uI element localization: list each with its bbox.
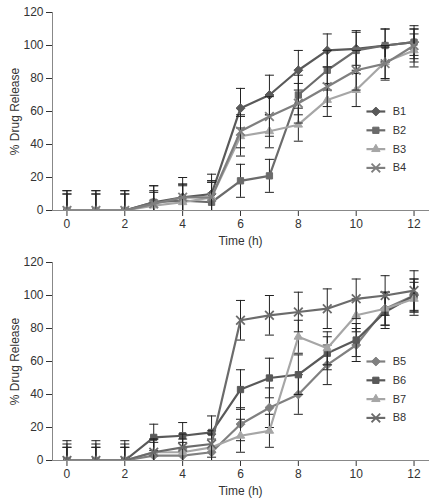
svg-text:40: 40 [30, 137, 44, 151]
svg-text:4: 4 [179, 217, 186, 231]
svg-text:0: 0 [64, 217, 71, 231]
svg-text:% Drug Release: % Drug Release [8, 317, 22, 405]
svg-text:80: 80 [30, 71, 44, 85]
svg-text:8: 8 [295, 217, 302, 231]
svg-text:12: 12 [407, 467, 421, 481]
svg-text:10: 10 [350, 467, 364, 481]
svg-text:40: 40 [30, 387, 44, 401]
svg-text:Time (h): Time (h) [218, 484, 262, 498]
svg-text:120: 120 [23, 255, 43, 269]
svg-text:4: 4 [179, 467, 186, 481]
svg-text:60: 60 [30, 354, 44, 368]
svg-text:6: 6 [237, 217, 244, 231]
svg-text:0: 0 [37, 203, 44, 217]
svg-text:B6: B6 [393, 374, 406, 386]
svg-text:0: 0 [37, 453, 44, 467]
svg-text:B3: B3 [393, 143, 406, 155]
svg-text:20: 20 [30, 420, 44, 434]
svg-text:12: 12 [407, 217, 421, 231]
svg-text:B7: B7 [393, 393, 406, 405]
svg-text:B2: B2 [393, 124, 406, 136]
svg-text:80: 80 [30, 321, 44, 335]
svg-text:100: 100 [23, 38, 43, 52]
svg-text:B8: B8 [393, 411, 406, 423]
svg-text:60: 60 [30, 104, 44, 118]
svg-text:B5: B5 [393, 355, 406, 367]
svg-text:120: 120 [23, 5, 43, 19]
svg-text:% Drug Release: % Drug Release [8, 67, 22, 155]
svg-text:8: 8 [295, 467, 302, 481]
svg-text:100: 100 [23, 288, 43, 302]
svg-text:0: 0 [64, 467, 71, 481]
svg-text:Time (h): Time (h) [218, 234, 262, 248]
svg-text:6: 6 [237, 467, 244, 481]
svg-text:B4: B4 [393, 161, 406, 173]
svg-text:2: 2 [121, 467, 128, 481]
svg-text:2: 2 [121, 217, 128, 231]
svg-text:20: 20 [30, 170, 44, 184]
svg-text:10: 10 [350, 217, 364, 231]
svg-text:B1: B1 [393, 105, 406, 117]
